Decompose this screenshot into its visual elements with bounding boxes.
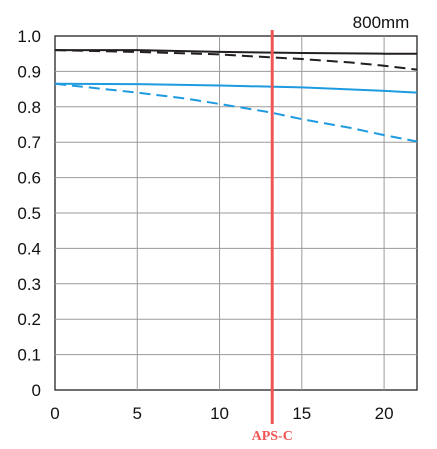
y-tick-label: 0.4 xyxy=(17,239,41,258)
x-tick-label: 5 xyxy=(133,404,142,423)
annotations: APS-C xyxy=(252,30,293,444)
y-tick-label: 0 xyxy=(32,381,41,400)
y-tick-label: 0.1 xyxy=(17,346,41,365)
chart-title: 800mm xyxy=(353,13,410,32)
series-line-1 xyxy=(55,49,417,55)
y-tick-label: 0.2 xyxy=(17,310,41,329)
series-lines xyxy=(54,49,418,143)
x-tick-label: 10 xyxy=(210,404,229,423)
x-tick-label: 15 xyxy=(292,404,311,423)
series-line-2 xyxy=(54,49,418,71)
series-line-4 xyxy=(54,82,418,143)
y-tick-label: 0.7 xyxy=(17,133,41,152)
grid-lines xyxy=(55,36,417,390)
y-tick-label: 0.6 xyxy=(17,169,41,188)
series-line-3 xyxy=(54,82,418,94)
y-tick-label: 0.5 xyxy=(17,204,41,223)
aps-c-marker-label: APS-C xyxy=(252,429,293,444)
y-tick-label: 0.8 xyxy=(17,98,41,117)
y-tick-label: 0.9 xyxy=(17,62,41,81)
tick-labels: 0 0.1 0.2 0.3 0.4 0.5 0.6 0.7 0.8 0.9 1.0 0 5 10 15 20 xyxy=(17,27,393,423)
y-tick-label: 0.3 xyxy=(17,275,41,294)
y-tick-label: 1.0 xyxy=(17,27,41,46)
x-tick-label: 0 xyxy=(50,404,59,423)
x-tick-label: 20 xyxy=(375,404,394,423)
